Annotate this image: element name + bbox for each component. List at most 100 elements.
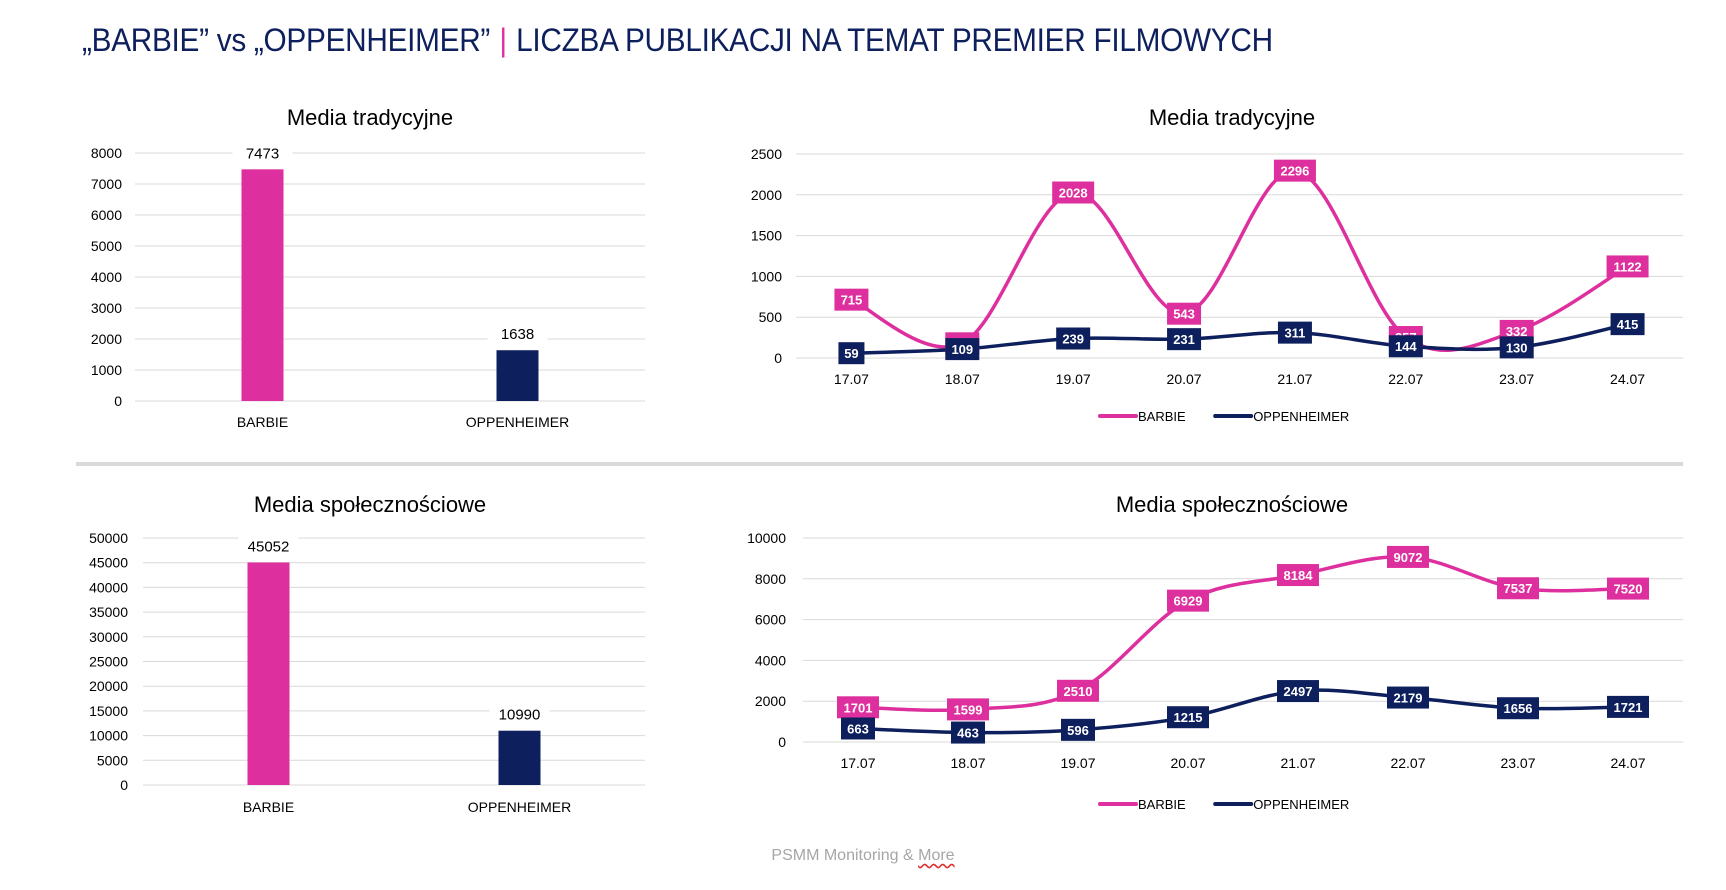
category-label: OPPENHEIMER: [468, 799, 571, 815]
legend-label: OPPENHEIMER: [1253, 409, 1349, 424]
data-label-box: [1277, 680, 1319, 703]
data-label-box: [1167, 302, 1202, 325]
data-label: 7520: [1614, 582, 1643, 597]
chart-title: Media społecznościowe: [254, 492, 486, 517]
legend-label: OPPENHEIMER: [1253, 797, 1349, 812]
chart-title: Media społecznościowe: [1116, 492, 1348, 517]
bar-chart-traditional-media: Media tradycyjne 0 1000 2000 3000 4000 5000 600…: [91, 105, 645, 430]
y-tick-label: 10000: [89, 728, 128, 744]
data-label: 144: [1395, 339, 1417, 354]
y-tick-label: 0: [774, 350, 782, 366]
bar-barbie: [241, 169, 284, 401]
y-tick-label: 20000: [89, 678, 128, 694]
data-label: 596: [1067, 723, 1089, 738]
y-tick-label: 10000: [747, 530, 786, 546]
chart-title: Media tradycyjne: [1149, 105, 1315, 130]
data-label-box: [1497, 697, 1539, 720]
data-label: 109: [951, 342, 973, 357]
title-left: „BARBIE” vs „OPPENHEIMER”: [82, 22, 491, 58]
footer: PSMM Monitoring & More: [0, 847, 1726, 865]
y-tick-label: 0: [120, 777, 128, 793]
category-label: OPPENHEIMER: [466, 414, 569, 430]
legend: BARBIE OPPENHEIMER: [1098, 797, 1349, 812]
data-label-box: [1167, 328, 1202, 351]
data-label-box: [1387, 686, 1429, 709]
data-label-box: [1273, 159, 1316, 182]
data-label: 2028: [1059, 186, 1088, 201]
data-label: 415: [1617, 317, 1639, 332]
x-tick-label: 20.07: [1170, 755, 1205, 771]
data-label: 663: [847, 721, 869, 736]
x-tick-label: 17.07: [834, 371, 869, 387]
data-label-background: [489, 704, 550, 725]
legend-label: BARBIE: [1138, 409, 1186, 424]
data-label: 8184: [1284, 568, 1314, 583]
x-tick-label: 19.07: [1056, 371, 1091, 387]
data-label: 1721: [1614, 700, 1643, 715]
data-label: 463: [957, 726, 979, 741]
data-label-box: [945, 338, 980, 361]
title-separator: |: [499, 22, 507, 58]
data-label-box: [1052, 181, 1095, 204]
data-label-box: [1061, 718, 1095, 741]
data-label-box: [1056, 327, 1091, 350]
x-tick-label: 21.07: [1280, 755, 1315, 771]
category-label: BARBIE: [237, 414, 288, 430]
y-tick-label: 6000: [755, 612, 786, 628]
x-tick-label: 20.07: [1167, 371, 1202, 387]
legend-label: BARBIE: [1138, 797, 1186, 812]
x-tick-label: 23.07: [1499, 371, 1534, 387]
section-divider: [76, 462, 1683, 466]
y-tick-label: 5000: [97, 752, 128, 768]
data-label: 239: [1062, 331, 1084, 346]
data-label: 543: [1173, 307, 1195, 322]
y-tick-label: 0: [114, 393, 122, 409]
bar-chart-social-media: Media społecznościowe 0 5000 10000 15000 2000…: [89, 492, 645, 815]
data-label-box: [1607, 577, 1649, 600]
y-tick-label: 1000: [91, 362, 122, 378]
y-tick-label: 8000: [91, 145, 122, 161]
y-tick-label: 1000: [751, 268, 782, 284]
y-tick-label: 4000: [755, 652, 786, 668]
bar-barbie: [247, 562, 290, 785]
data-label-background: [238, 536, 299, 557]
footer-brand-more: More: [918, 847, 955, 864]
y-tick-label: 4000: [91, 269, 122, 285]
data-label-box: [1499, 336, 1534, 359]
data-label: 231: [1173, 332, 1195, 347]
series-line-barbie: [849, 168, 1630, 352]
y-tick-label: 6000: [91, 207, 122, 223]
data-label-background: [487, 324, 548, 345]
data-label: 1701: [844, 700, 873, 715]
data-label: 311: [1284, 326, 1305, 341]
data-label-box: [1497, 577, 1539, 600]
data-label: 332: [1506, 324, 1528, 339]
x-tick-label: 23.07: [1500, 755, 1535, 771]
bar-oppenheimer: [498, 730, 541, 785]
data-label: 7537: [1504, 581, 1533, 596]
y-tick-label: 35000: [89, 604, 128, 620]
data-label: 2179: [1394, 691, 1423, 706]
x-tick-label: 21.07: [1277, 371, 1312, 387]
data-label: 1122: [1613, 259, 1641, 274]
data-label: 1656: [1504, 701, 1533, 716]
category-label: BARBIE: [243, 799, 294, 815]
y-tick-label: 7000: [91, 176, 122, 192]
data-label-box: [1607, 695, 1649, 718]
data-label-box: [1167, 589, 1209, 612]
data-label-box: [838, 342, 865, 365]
y-tick-label: 2000: [755, 693, 786, 709]
data-label: 1215: [1174, 710, 1203, 725]
chart-title: Media tradycyjne: [287, 105, 453, 130]
data-label: 2296: [1280, 164, 1309, 179]
data-label: 9072: [1394, 550, 1423, 565]
data-label: 130: [1506, 340, 1528, 355]
bar-oppenheimer: [496, 350, 539, 401]
y-tick-label: 2500: [751, 146, 782, 162]
x-tick-label: 24.07: [1610, 755, 1645, 771]
data-label: 1599: [954, 702, 983, 717]
y-tick-label: 45000: [89, 555, 128, 571]
data-label-box: [837, 696, 879, 719]
line-chart-traditional-media: Media tradycyjne 0 500 1000 1500 2000 2500 17.0…: [751, 105, 1683, 424]
